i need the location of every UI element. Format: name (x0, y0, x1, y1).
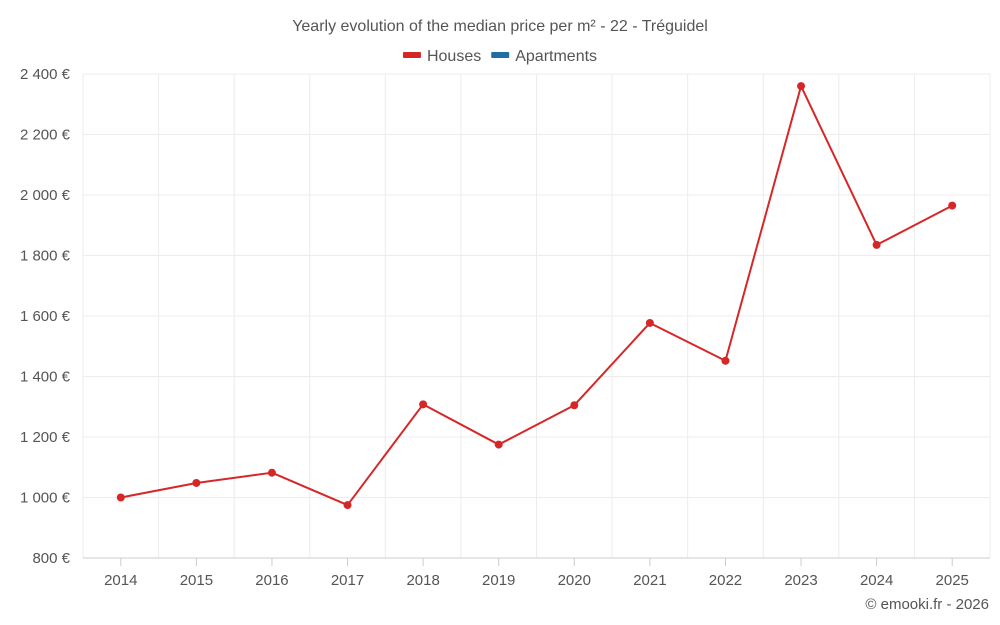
legend: Houses Apartments (402, 48, 597, 65)
data-point-houses[interactable] (570, 401, 579, 410)
legend-swatch (491, 52, 510, 58)
x-axis-labels: 2014 2015 2016 2017 2018 2019 2020 2021 2022 2023… (104, 572, 969, 589)
legend-swatch (402, 52, 421, 58)
y-tick-label: 1 200 € (20, 429, 71, 446)
series-line-houses (120, 85, 953, 507)
y-tick-label: 2 400 € (20, 66, 71, 83)
x-tick-label: 2016 (255, 572, 288, 589)
data-point-houses[interactable] (116, 493, 125, 502)
data-point-houses[interactable] (645, 318, 654, 327)
x-gridlines (82, 74, 991, 558)
data-point-houses[interactable] (721, 356, 730, 365)
y-axis-labels: 800 € 1 000 € 1 200 € 1 400 € 1 600 € 1 800 €… (20, 66, 71, 567)
x-axis-ticks (120, 558, 953, 566)
x-tick-label: 2020 (558, 572, 591, 589)
x-tick-label: 2022 (709, 572, 742, 589)
y-tick-label: 1 400 € (20, 369, 71, 386)
y-tick-label: 1 800 € (20, 248, 71, 265)
data-point-houses[interactable] (797, 82, 806, 91)
data-point-houses[interactable] (343, 501, 352, 510)
y-tick-label: 1 600 € (20, 308, 71, 325)
y-tick-label: 2 000 € (20, 187, 71, 204)
legend-label: Houses (427, 48, 481, 65)
legend-label: Apartments (515, 48, 597, 65)
x-tick-label: 2023 (784, 572, 817, 589)
y-tick-label: 1 000 € (20, 490, 71, 507)
x-tick-label: 2025 (936, 572, 969, 589)
series-group (116, 82, 957, 510)
data-point-houses[interactable] (872, 240, 881, 249)
legend-item-houses[interactable]: Houses (402, 48, 481, 65)
x-tick-label: 2017 (331, 572, 364, 589)
x-tick-label: 2018 (406, 572, 439, 589)
chart-title: Yearly evolution of the median price per… (292, 18, 708, 35)
x-tick-label: 2019 (482, 572, 515, 589)
data-point-houses[interactable] (494, 440, 503, 449)
data-point-houses[interactable] (948, 201, 957, 210)
x-tick-label: 2014 (104, 572, 137, 589)
x-tick-label: 2024 (860, 572, 893, 589)
legend-item-apartments[interactable]: Apartments (491, 48, 597, 65)
y-tick-label: 2 200 € (20, 127, 71, 144)
data-point-houses[interactable] (192, 478, 201, 487)
x-tick-label: 2021 (633, 572, 666, 589)
x-tick-label: 2015 (180, 572, 213, 589)
credit-text: © emooki.fr - 2026 (865, 596, 989, 613)
y-tick-label: 800 € (32, 550, 70, 567)
data-point-houses[interactable] (419, 400, 428, 409)
data-point-houses[interactable] (267, 468, 276, 477)
